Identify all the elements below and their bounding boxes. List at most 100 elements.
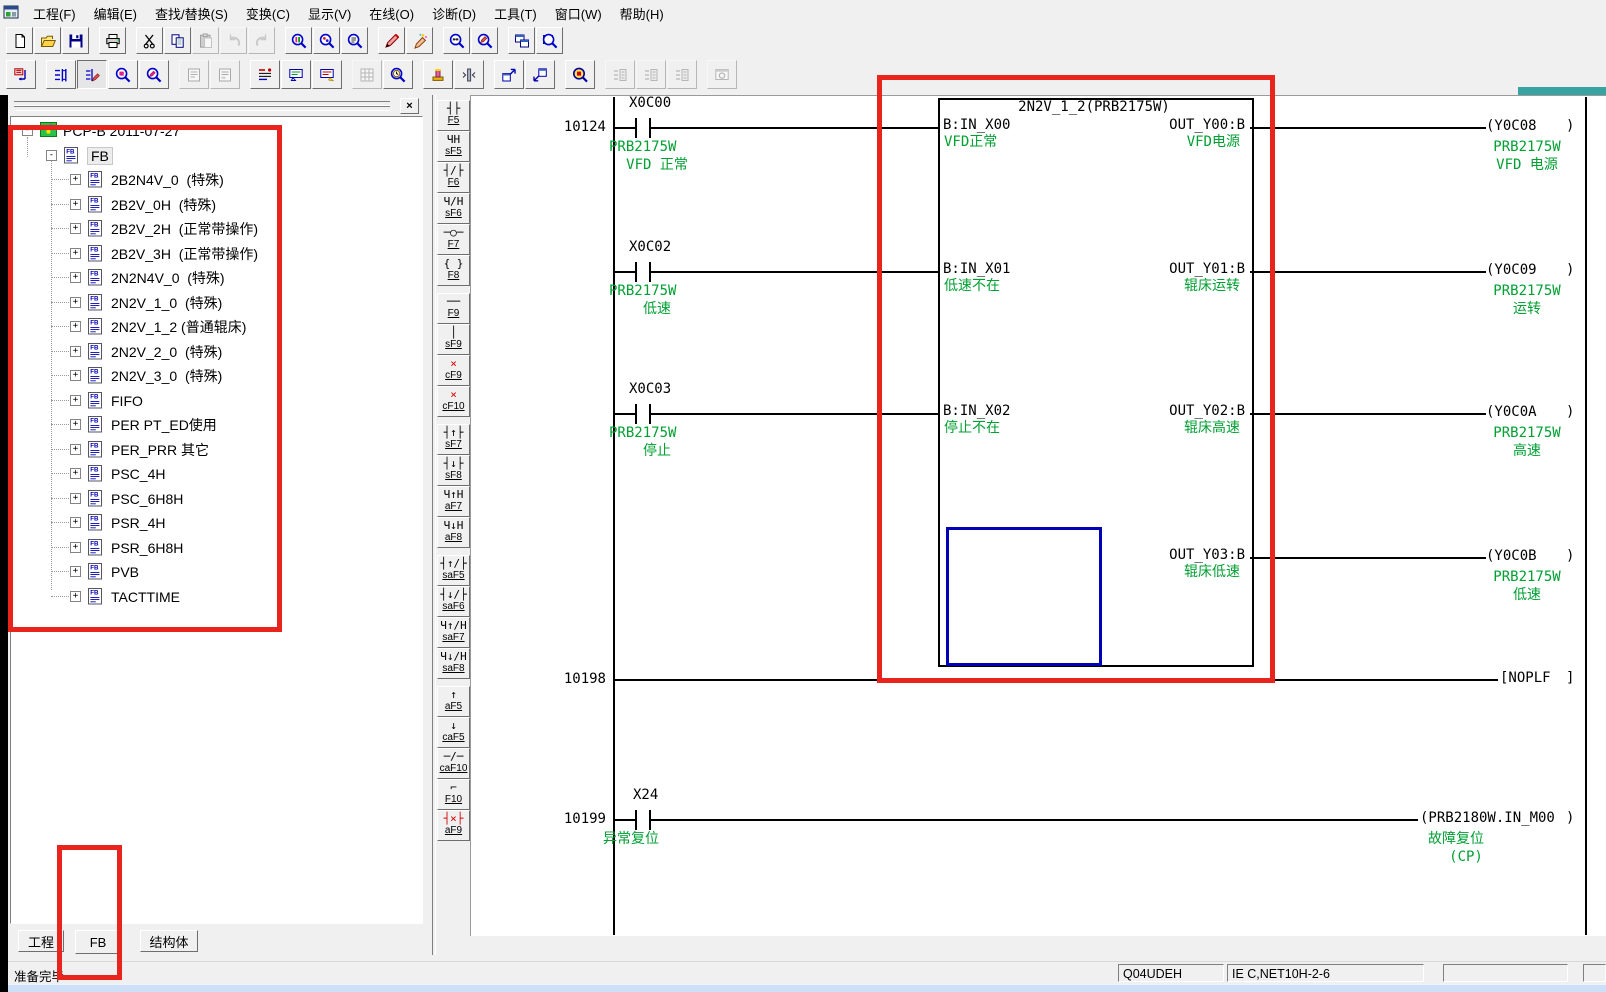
rising-pulse-branch-tool[interactable]: Ч↑Н aF7	[437, 486, 470, 517]
coil-tool[interactable]: ─○─ F7	[437, 224, 470, 255]
delete-contact-tool[interactable]: ┤×├ aF9	[437, 810, 470, 841]
falling-edge-tool[interactable]: ↓ caF5	[437, 717, 470, 748]
horizontal-line-tool[interactable]: ── F9	[437, 293, 470, 324]
open-project-button[interactable]	[34, 27, 61, 54]
tree-item-2n2v_1_0[interactable]: 2N2V_1_0 (特殊)	[111, 294, 223, 311]
tree-root-project[interactable]: PCP-B 2011-07-27	[63, 123, 181, 139]
tree-item-2b2v_2h[interactable]: 2B2V_2H (正常带操作)	[111, 221, 259, 237]
tree-expander[interactable]: +	[70, 321, 81, 332]
tree-item-tacttime[interactable]: TACTTIME	[111, 588, 180, 605]
panel-grip[interactable]	[14, 106, 390, 111]
tree-item-2n2v_3_0[interactable]: 2N2V_3_0 (特殊)	[111, 368, 223, 384]
tree-expander[interactable]: +	[70, 492, 81, 504]
device-find-write-button[interactable]	[139, 60, 169, 89]
tree-item-psr_4h[interactable]: PSR_4H	[111, 515, 166, 531]
device-test-button[interactable]	[250, 60, 280, 89]
tree-expander[interactable]: -	[22, 125, 33, 136]
insert-mode-button[interactable]	[406, 27, 433, 54]
menu-6[interactable]: 诊断(D)	[432, 7, 477, 22]
tree-expander[interactable]: +	[70, 345, 81, 357]
application-instruction-tool[interactable]: { } F8	[437, 255, 470, 286]
contact-X0C02[interactable]	[649, 262, 651, 282]
back-window-button[interactable]	[525, 60, 555, 89]
fb-ladder-convert-button[interactable]	[6, 60, 36, 89]
tree-expander[interactable]: +	[70, 419, 81, 430]
closed-contact-tool[interactable]: ┤/├ F6	[437, 162, 470, 193]
menu-3[interactable]: 变换(C)	[245, 7, 290, 22]
tree-expander[interactable]: +	[70, 370, 81, 381]
contact-X0C00[interactable]	[635, 118, 637, 138]
tree-item-2n2v_1_2[interactable]: 2N2V_1_2 (普通辊床)	[111, 319, 247, 335]
falling-pulse-closed-contact-tool[interactable]: ┤↓/├ saF6	[437, 586, 470, 617]
tree-item-fifo[interactable]: FIFO	[111, 392, 143, 409]
rising-pulse-closed-contact-tool[interactable]: ┤↑/├ saF5	[437, 555, 470, 586]
tile-window-button[interactable]	[508, 27, 535, 54]
tree-item-pvb[interactable]: PVB	[111, 564, 140, 580]
menu-2[interactable]: 查找/替换(S)	[154, 7, 228, 22]
copy-button[interactable]	[164, 27, 191, 54]
block-monitor-3-button[interactable]	[667, 60, 697, 89]
redo-button[interactable]	[248, 27, 275, 54]
instruction-noplf[interactable]: [NOPLF	[1500, 670, 1551, 686]
find-device-button[interactable]	[313, 27, 340, 54]
ladder-edit-mode-button[interactable]	[77, 60, 107, 89]
tree-expander[interactable]: +	[70, 272, 81, 283]
contact-X0C02[interactable]	[635, 262, 637, 282]
closed-branch-tool[interactable]: Ч/Н sF6	[437, 193, 470, 224]
tree-item-2b2v_0h[interactable]: 2B2V_0H (特殊)	[111, 196, 217, 213]
tab-结构体[interactable]: 结构体	[140, 930, 198, 952]
function-block[interactable]	[938, 98, 1254, 667]
close-icon[interactable]: ×	[400, 98, 419, 114]
monitor-write-mode-button[interactable]	[471, 27, 498, 54]
rising-pulse-contact-tool[interactable]: ┤↑├ sF7	[437, 424, 470, 455]
delete-horizontal-line-tool[interactable]: × cF9	[437, 355, 470, 386]
menu-5[interactable]: 在线(O)	[369, 7, 415, 22]
menu-1[interactable]: 编辑(E)	[93, 7, 137, 22]
tree-expander[interactable]: +	[70, 296, 81, 308]
menu-4[interactable]: 显示(V)	[307, 7, 352, 22]
tree-item-psr_6h8h[interactable]: PSR_6H8H	[111, 539, 184, 556]
menu-8[interactable]: 窗口(W)	[554, 7, 602, 22]
block-monitor-1-button[interactable]	[605, 60, 635, 89]
open-contact-tool[interactable]: ┤├ F5	[437, 100, 470, 131]
tree-expander[interactable]: +	[70, 468, 81, 479]
tree-expander[interactable]: +	[70, 223, 81, 234]
cut-button[interactable]	[136, 27, 163, 54]
tree-item-2n2v_2_0[interactable]: 2N2V_2_0 (特殊)	[111, 343, 223, 360]
monitor-mode-button[interactable]	[443, 27, 470, 54]
falling-pulse-branch-tool[interactable]: Ч↓Н aF8	[437, 517, 470, 548]
undo-button[interactable]	[220, 27, 247, 54]
falling-pulse-contact-tool[interactable]: ┤↓├ sF8	[437, 455, 470, 486]
tree-expander[interactable]: +	[70, 394, 81, 406]
rising-pulse-closed-branch-tool[interactable]: Ч↑/Н saF7	[437, 617, 470, 648]
tree-expander[interactable]: +	[70, 198, 81, 210]
tab-FB[interactable]: FB	[75, 930, 121, 954]
tree-item-per[interactable]: PER PT_ED使用	[111, 417, 217, 433]
coil-Y0C08[interactable]: (Y0C08	[1486, 118, 1537, 134]
new-project-button[interactable]	[6, 27, 33, 54]
statement-button[interactable]	[210, 60, 240, 89]
open-branch-tool[interactable]: ЧН sF5	[437, 131, 470, 162]
find-button[interactable]	[285, 27, 312, 54]
window-find-button[interactable]	[536, 27, 563, 54]
coil-Y0C0A[interactable]: (Y0C0A	[1486, 404, 1537, 420]
tree-expander[interactable]: +	[70, 590, 81, 602]
tree-expander[interactable]: +	[70, 566, 81, 577]
panel-grip[interactable]	[14, 101, 390, 106]
contact-X24[interactable]	[649, 810, 651, 830]
save-project-button[interactable]	[62, 27, 89, 54]
device-find-button[interactable]	[108, 60, 138, 89]
delete-edge-tool[interactable]: ─/─ caF10	[437, 748, 470, 779]
contact-X0C03[interactable]	[635, 404, 637, 424]
tree-item-2b2v_3h[interactable]: 2B2V_3H (正常带操作)	[111, 245, 259, 262]
menu-9[interactable]: 帮助(H)	[619, 7, 664, 22]
tab-工程[interactable]: 工程	[18, 930, 64, 952]
contact-X0C03[interactable]	[649, 404, 651, 424]
tree-item-per_prr[interactable]: PER_PRR 其它	[111, 441, 210, 458]
print-button[interactable]	[99, 27, 126, 54]
note-display-button[interactable]	[312, 60, 342, 89]
open-fb-window-button[interactable]	[494, 60, 524, 89]
delete-vertical-line-tool[interactable]: × cF10	[437, 386, 470, 417]
write-mode-button[interactable]	[378, 27, 405, 54]
tree-item-2b2n4v_0[interactable]: 2B2N4V_0 (特殊)	[111, 172, 224, 188]
